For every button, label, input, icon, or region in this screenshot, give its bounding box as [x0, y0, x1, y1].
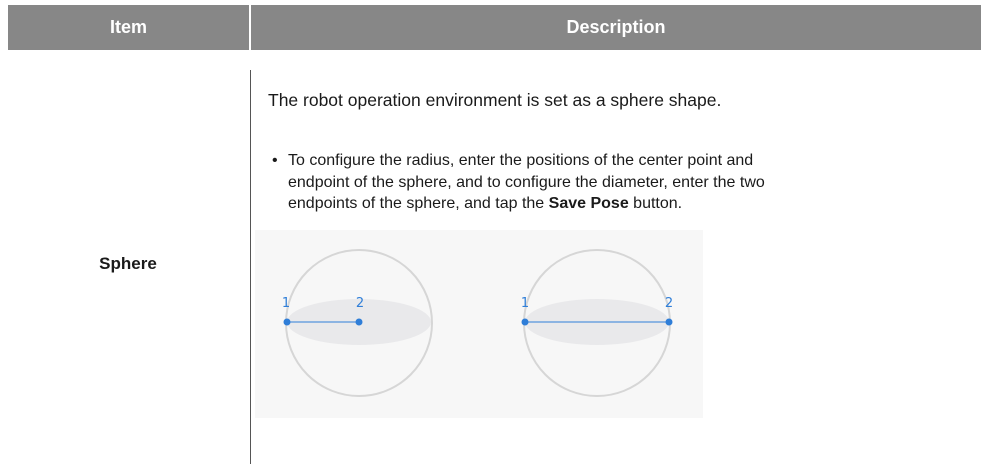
sphere-figure: 1 2 1 2 — [255, 230, 703, 418]
point-label: 1 — [282, 296, 290, 311]
point — [665, 318, 673, 326]
cell-divider — [250, 70, 251, 464]
diameter-sphere: 1 2 — [521, 249, 673, 397]
bold-text: Save Pose — [548, 195, 629, 212]
header-item: Item — [8, 5, 249, 50]
point-label: 2 — [356, 296, 364, 311]
item-label: Sphere — [99, 254, 157, 273]
bullet-text: To configure the radius, enter the posit… — [272, 150, 788, 215]
point-label: 1 — [521, 296, 529, 311]
description-text: The robot operation environment is set a… — [268, 90, 722, 110]
text: button. — [633, 195, 683, 212]
text: To configure the radius, enter the posit… — [288, 152, 765, 212]
point — [283, 318, 291, 326]
point-label: 2 — [665, 296, 673, 311]
point — [521, 318, 529, 326]
radius-sphere: 1 2 — [282, 249, 433, 397]
header-description: Description — [251, 5, 981, 50]
point — [355, 318, 363, 326]
